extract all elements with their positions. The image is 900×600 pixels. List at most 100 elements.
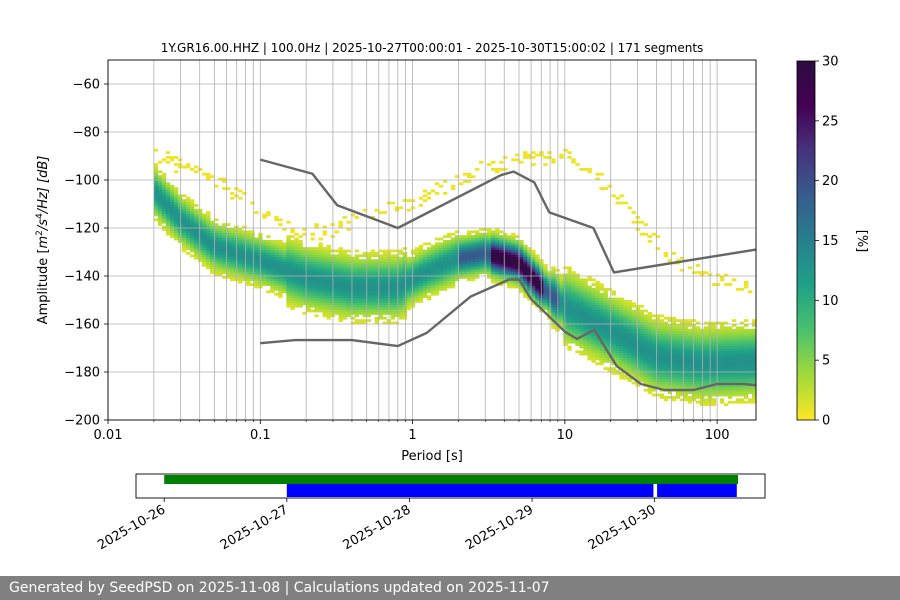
- heatmap-cell: [438, 264, 444, 267]
- heatmap-cell: [603, 316, 608, 320]
- heatmap-cell: [438, 252, 444, 255]
- heatmap-cell: [338, 225, 343, 229]
- heatmap-cell: [462, 247, 468, 250]
- heatmap-cell: [390, 261, 396, 265]
- heatmap-cell: [410, 290, 416, 294]
- heatmap-cell: [246, 254, 251, 258]
- heatmap-cell: [193, 230, 199, 234]
- heatmap-cell: [507, 247, 512, 250]
- heatmap-cell: [446, 266, 452, 270]
- heatmap-cell: [639, 324, 644, 327]
- heatmap-cell: [647, 319, 653, 322]
- heatmap-cell: [743, 367, 749, 370]
- heatmap-cell: [567, 276, 572, 279]
- heatmap-cell: [751, 396, 757, 399]
- heatmap-cell: [735, 372, 741, 375]
- heatmap-cell: [607, 297, 612, 301]
- heatmap-cell: [374, 309, 380, 313]
- heatmap-cell: [619, 324, 624, 327]
- heatmap-cell: [378, 276, 384, 279]
- heatmap-cell: [727, 379, 733, 382]
- heatmap-cell: [659, 360, 665, 363]
- heatmap-cell: [531, 283, 536, 286]
- heatmap-cell: [527, 264, 532, 267]
- heatmap-cell: [679, 381, 685, 385]
- heatmap-cell: [571, 285, 576, 289]
- heatmap-cell: [362, 290, 367, 294]
- heatmap-cell: [691, 393, 697, 397]
- heatmap-cell: [619, 331, 624, 334]
- heatmap-cell: [226, 249, 231, 253]
- heatmap-cell: [527, 288, 532, 291]
- heatmap-cell: [655, 355, 661, 358]
- heatmap-cell: [683, 336, 689, 339]
- heatmap-cell: [691, 355, 697, 358]
- heatmap-cell: [458, 182, 464, 186]
- heatmap-cell: [711, 391, 717, 394]
- heatmap-cell: [663, 345, 669, 349]
- heatmap-cell: [266, 235, 271, 238]
- heatmap-cell: [274, 218, 279, 222]
- heatmap-cell: [270, 285, 275, 289]
- heatmap-cell: [675, 352, 681, 356]
- heatmap-cell: [519, 278, 524, 282]
- heatmap-cell: [671, 331, 677, 334]
- heatmap-cell: [751, 324, 757, 327]
- heatmap-cell: [177, 196, 183, 200]
- heatmap-cell: [571, 160, 576, 164]
- heatmap-cell: [294, 285, 299, 289]
- heatmap-cell: [695, 391, 701, 394]
- heatmap-cell: [563, 280, 568, 284]
- heatmap-cell: [623, 374, 628, 378]
- heatmap-cell: [181, 225, 187, 229]
- heatmap-cell: [723, 345, 729, 349]
- heatmap-cell: [250, 244, 255, 248]
- heatmap-cell: [338, 271, 343, 274]
- heatmap-cell: [374, 273, 380, 277]
- heatmap-cell: [523, 266, 528, 270]
- heatmap-cell: [157, 206, 163, 210]
- heatmap-cell: [169, 230, 175, 234]
- heatmap-cell: [402, 285, 408, 289]
- heatmap-cell: [370, 264, 376, 267]
- heatmap-cell: [559, 302, 564, 306]
- heatmap-cell: [607, 328, 612, 332]
- heatmap-cell: [747, 331, 753, 334]
- heatmap-cell: [350, 266, 355, 270]
- heatmap-cell: [647, 379, 653, 382]
- heatmap-cell: [278, 259, 283, 262]
- heatmap-cell: [157, 182, 163, 186]
- heatmap-cell: [254, 242, 259, 246]
- heatmap-cell: [366, 261, 372, 265]
- heatmap-cell: [715, 360, 721, 363]
- heatmap-cell: [338, 300, 343, 303]
- heatmap-cell: [535, 300, 540, 303]
- heatmap-cell: [418, 273, 424, 277]
- heatmap-cell: [173, 211, 179, 214]
- heatmap-cell: [442, 268, 448, 272]
- heatmap-cell: [374, 321, 380, 325]
- heatmap-cell: [687, 398, 693, 402]
- heatmap-cell: [687, 362, 693, 366]
- heatmap-cell: [374, 278, 380, 282]
- heatmap-cell: [270, 247, 275, 250]
- heatmap-cell: [250, 259, 255, 262]
- heatmap-cell: [603, 304, 608, 308]
- heatmap-cell: [286, 285, 291, 289]
- heatmap-cell: [675, 384, 681, 387]
- heatmap-cell: [591, 321, 596, 325]
- heatmap-cell: [563, 312, 568, 315]
- heatmap-cell: [153, 201, 159, 205]
- heatmap-cell: [326, 300, 331, 303]
- heatmap-cell: [442, 254, 448, 258]
- heatmap-cell: [703, 350, 709, 354]
- heatmap-cell: [358, 271, 363, 274]
- heatmap-cell: [527, 283, 532, 286]
- heatmap-cell: [422, 252, 428, 255]
- heatmap-cell: [246, 249, 251, 253]
- heatmap-cell: [198, 208, 203, 212]
- heatmap-cell: [410, 256, 416, 260]
- heatmap-cell: [294, 247, 299, 250]
- heatmap-cell: [206, 177, 211, 181]
- heatmap-cell: [278, 278, 283, 282]
